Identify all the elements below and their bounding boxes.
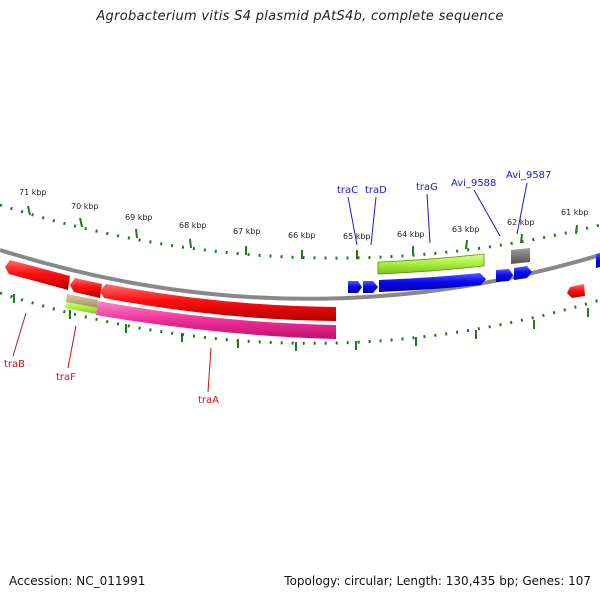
gene-traA-bar[interactable] (96, 301, 336, 339)
gene-traD-arrow[interactable] (363, 281, 378, 293)
leader-traA (207, 347, 212, 393)
leader-avi9587 (516, 182, 528, 235)
major-tick (520, 233, 523, 244)
gene-traA-arrow[interactable] (100, 284, 336, 321)
gene-traG-arrow[interactable] (379, 273, 486, 292)
gene-label-traG[interactable]: traG (416, 182, 438, 193)
gene-avi9587-arrow[interactable] (514, 266, 532, 280)
gene-label-traF[interactable]: traF (56, 372, 76, 383)
major-tick (189, 238, 192, 249)
tick-label: 65 kbp (343, 232, 371, 241)
leader-traG (426, 193, 431, 244)
gene-label-traB[interactable]: traB (4, 359, 25, 370)
gene-label-traD[interactable]: traD (365, 185, 387, 196)
gene-label-avi9588[interactable]: Avi_9588 (451, 178, 496, 189)
outer-tick-track (0, 203, 600, 260)
tick-label: 70 kbp (71, 202, 99, 211)
tick-label: 61 kbp (561, 208, 589, 217)
gene-label-avi9587[interactable]: Avi_9587 (506, 170, 551, 181)
sequence-stats: Topology: circular; Length: 130,435 bp; … (284, 574, 591, 588)
inner-tick-track (0, 291, 600, 351)
leader-avi9588 (473, 189, 501, 237)
gene-red-small-right[interactable] (567, 284, 585, 298)
gene-red-arrow-2[interactable] (70, 278, 102, 298)
tick-label: 66 kbp (288, 231, 316, 240)
forward-genes (348, 248, 600, 293)
major-tick (465, 239, 468, 250)
gene-traF-bar[interactable] (66, 294, 98, 308)
major-tick (135, 228, 138, 239)
tick-label: 67 kbp (233, 227, 261, 236)
map-title: Agrobacterium vitis S4 plasmid pAtS4b, c… (96, 9, 504, 24)
reverse-genes (5, 260, 585, 339)
tick-label: 64 kbp (397, 230, 425, 239)
gene-traF-lime[interactable] (65, 302, 97, 314)
major-tick (575, 224, 578, 235)
major-tick (79, 217, 83, 228)
tick-label: 63 kbp (452, 225, 480, 234)
leader-traB (12, 312, 27, 357)
leader-traD (370, 196, 377, 246)
accession-text: Accession: NC_011991 (9, 574, 146, 588)
tick-label: 62 kbp (507, 218, 535, 227)
major-tick (27, 205, 31, 216)
gene-avi9587-bar[interactable] (511, 248, 530, 264)
gene-traG-bar[interactable] (377, 253, 485, 275)
leader-traC (347, 196, 358, 246)
tick-label: 69 kbp (125, 213, 153, 222)
gene-traB-arrow[interactable] (5, 260, 70, 290)
leader-traF (67, 325, 77, 369)
gene-label-traC[interactable]: traC (337, 185, 358, 196)
gene-label-traA[interactable]: traA (198, 395, 219, 406)
gene-edge-blue[interactable] (596, 253, 600, 268)
gene-avi9588-arrow[interactable] (496, 269, 513, 282)
tick-label: 68 kbp (179, 221, 207, 230)
tick-label: 71 kbp (19, 188, 47, 197)
gene-traC-arrow[interactable] (348, 281, 362, 293)
